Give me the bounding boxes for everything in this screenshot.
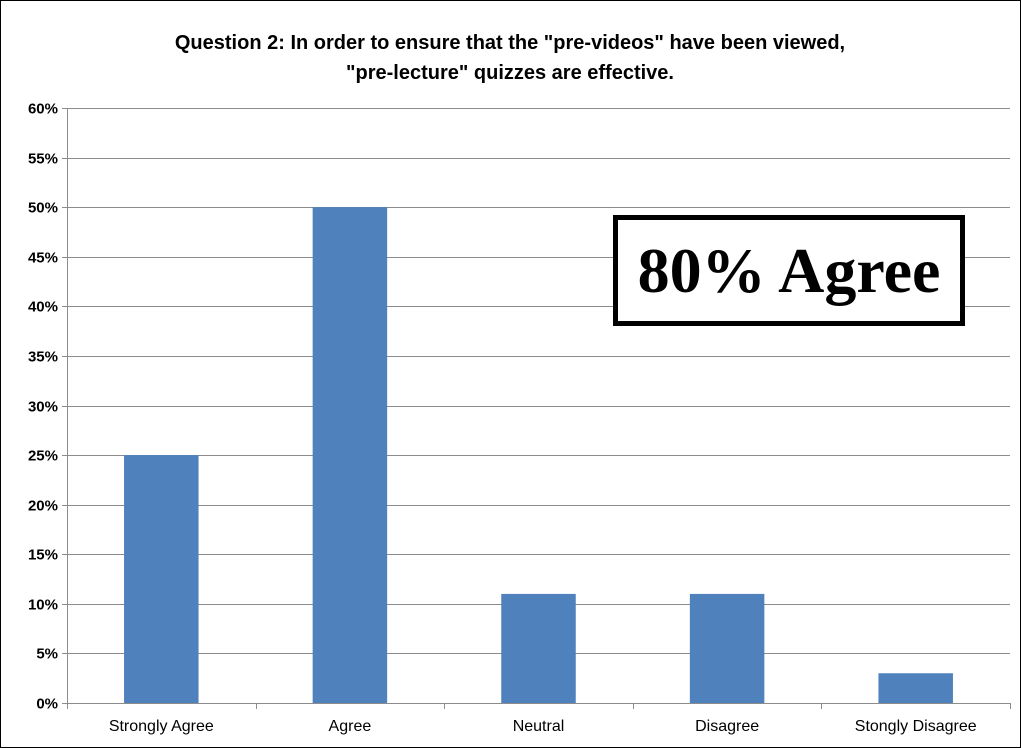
y-tick-label: 30% — [28, 399, 58, 416]
chart-title-line-1: Question 2: In order to ensure that the … — [174, 32, 846, 54]
x-tick-label: Agree — [329, 718, 372, 735]
axes — [62, 108, 1011, 709]
x-tick-labels: Strongly Agree Agree Neutral Disagree Stongl… — [109, 718, 977, 735]
y-tick-label: 25% — [28, 448, 58, 465]
y-tick-label: 55% — [28, 151, 58, 168]
x-tick-label: Neutral — [513, 718, 565, 735]
bar-agree — [312, 207, 388, 703]
bar-stongly-disagree — [878, 673, 953, 703]
y-tick-label: 50% — [28, 200, 58, 217]
bar-disagree — [689, 593, 765, 703]
bars — [124, 207, 953, 703]
y-tick-label: 10% — [28, 597, 58, 614]
bar-neutral — [501, 593, 576, 703]
y-tick-label: 40% — [28, 299, 58, 316]
y-tick-label: 15% — [28, 547, 58, 564]
y-tick-label: 5% — [36, 646, 58, 663]
y-tick-label: 45% — [28, 250, 58, 267]
y-tick-label: 20% — [28, 498, 58, 515]
chart-title: Question 2: In order to ensure that the … — [60, 28, 960, 88]
y-tick-label: 35% — [28, 349, 58, 366]
agree-callout-box: 80% Agree — [613, 215, 965, 326]
bar-strongly-agree — [124, 455, 199, 703]
x-tick-label: Disagree — [695, 718, 759, 735]
y-tick-label: 0% — [36, 696, 58, 713]
x-tick-label: Strongly Agree — [109, 718, 214, 735]
y-tick-label: 60% — [28, 101, 58, 118]
gridlines — [67, 108, 1010, 654]
x-tick-label: Stongly Disagree — [855, 718, 977, 735]
chart-title-line-2: "pre-lecture" quizzes are effective. — [346, 62, 674, 84]
y-tick-labels: 0% 5% 10% 15% 20% 25% 30% 35% 40% 45% 50% 55% 60% — [28, 101, 58, 713]
